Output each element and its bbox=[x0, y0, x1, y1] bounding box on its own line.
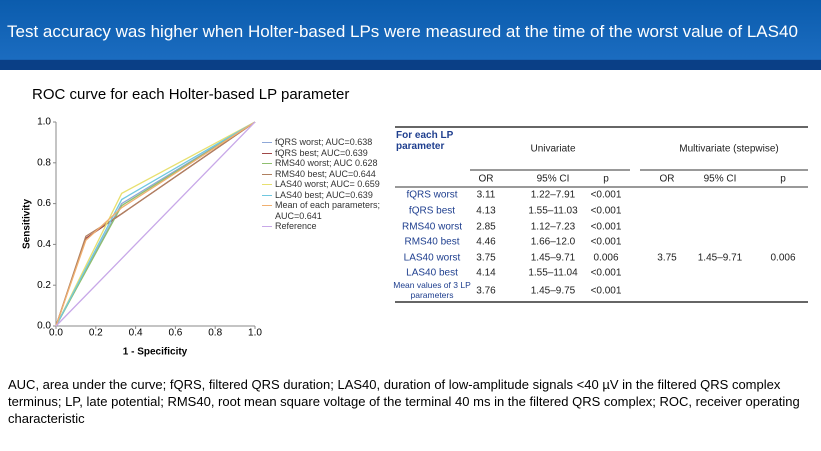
y-tick-label: 0.8 bbox=[37, 157, 51, 168]
table-cell: 1.66–12.0 bbox=[531, 237, 576, 248]
footnote: AUC, area under the curve; fQRS, filtere… bbox=[8, 377, 800, 426]
x-tick-label: 0.6 bbox=[168, 328, 182, 339]
table-cell: 1.45–9.71 bbox=[531, 253, 576, 264]
legend-swatch bbox=[262, 173, 272, 175]
y-axis-label: Sensitivity bbox=[22, 199, 33, 249]
legend-swatch bbox=[262, 152, 272, 154]
y-tick-label: 0.6 bbox=[37, 198, 51, 209]
legend-swatch bbox=[262, 226, 272, 227]
legend-item: fQRS best; AUC=0.639 bbox=[262, 148, 382, 159]
table-cell: <0.001 bbox=[591, 237, 622, 248]
legend-label: fQRS worst; AUC=0.638 bbox=[275, 137, 373, 147]
row-label: Mean values of 3 LP parameters bbox=[393, 280, 471, 300]
table-cell: 2.85 bbox=[476, 222, 496, 233]
table-cell: 4.46 bbox=[476, 237, 496, 248]
x-axis-label: 1 - Specificity bbox=[123, 347, 188, 358]
legend-label: RMS40 best; AUC=0.644 bbox=[275, 168, 376, 179]
legend-label: LAS40 best; AUC=0.639 bbox=[275, 189, 373, 200]
legend-swatch bbox=[262, 184, 272, 185]
table-cell: 3.75 bbox=[476, 253, 496, 264]
legend-label: fQRS best; AUC=0.639 bbox=[275, 147, 368, 158]
table-cell: 1.45–9.75 bbox=[531, 286, 576, 297]
legend-item: LAS40 worst; AUC= 0.659 bbox=[262, 179, 382, 190]
legend-item: RMS40 worst; AUC 0.628 bbox=[262, 158, 382, 169]
legend-label: Mean of each parameters; AUC=0.641 bbox=[275, 200, 381, 221]
legend-item: fQRS worst; AUC=0.638 bbox=[262, 137, 382, 148]
header: Test accuracy was higher when Holter-bas… bbox=[0, 0, 821, 70]
y-tick-label: 0.0 bbox=[37, 321, 51, 332]
roc-line bbox=[55, 121, 256, 327]
table-cell: <0.001 bbox=[591, 268, 622, 279]
table-cell: 1.45–9.71 bbox=[698, 253, 743, 264]
x-tick-label: 1.0 bbox=[248, 328, 262, 339]
y-tick-label: 0.4 bbox=[37, 239, 51, 250]
table-cell: 1.22–7.91 bbox=[531, 190, 576, 201]
table-cell: 3.11 bbox=[477, 190, 496, 201]
roc-line bbox=[55, 121, 256, 327]
column-header: OR bbox=[660, 174, 675, 185]
row-label: fQRS best bbox=[409, 206, 455, 217]
table-cell: <0.001 bbox=[591, 286, 622, 297]
table-cell: 3.76 bbox=[476, 286, 496, 297]
legend-label: LAS40 worst; AUC= 0.659 bbox=[275, 179, 380, 189]
chart-title: ROC curve for each Holter-based LP param… bbox=[32, 86, 350, 103]
legend-label: Reference bbox=[275, 221, 317, 231]
legend-label: RMS40 worst; AUC 0.628 bbox=[275, 158, 378, 168]
x-tick-label: 0.8 bbox=[208, 328, 222, 339]
column-header: p bbox=[780, 174, 786, 185]
x-tick-label: 0.2 bbox=[89, 328, 103, 339]
legend-item: Mean of each parameters; AUC=0.641 bbox=[262, 200, 382, 221]
slide-title: Test accuracy was higher when Holter-bas… bbox=[7, 22, 798, 41]
group-header: Multivariate (stepwise) bbox=[679, 144, 778, 155]
column-header: 95% CI bbox=[704, 174, 737, 185]
row-label: LAS40 worst bbox=[404, 253, 461, 264]
table-cell: 3.75 bbox=[657, 253, 677, 264]
legend-swatch bbox=[262, 205, 272, 206]
column-header: p bbox=[603, 174, 609, 185]
table-cell: 0.006 bbox=[593, 253, 618, 264]
table-cell: 1.55–11.03 bbox=[528, 206, 578, 217]
column-header: OR bbox=[479, 174, 494, 185]
legend-item: RMS40 best; AUC=0.644 bbox=[262, 169, 382, 180]
legend-swatch bbox=[262, 194, 272, 196]
table-cell: 4.13 bbox=[476, 206, 496, 217]
table-cell: 0.006 bbox=[770, 253, 795, 264]
table-corner-box: For each LP parameter bbox=[396, 130, 454, 152]
roc-line bbox=[55, 121, 256, 327]
row-label-box: Mean values of 3 LP parameters bbox=[393, 280, 471, 300]
legend-swatch bbox=[262, 163, 272, 164]
row-label: fQRS worst bbox=[406, 190, 457, 201]
table-cell: 1.55–11.04 bbox=[528, 268, 578, 279]
roc-line bbox=[55, 121, 256, 327]
row-label: LAS40 best bbox=[406, 268, 458, 279]
legend-item: LAS40 best; AUC=0.639 bbox=[262, 190, 382, 201]
table-cell: 1.12–7.23 bbox=[531, 222, 576, 233]
table-cell: <0.001 bbox=[591, 206, 622, 217]
row-label: RMS40 best bbox=[404, 237, 459, 248]
table-cell: 4.14 bbox=[476, 268, 496, 279]
x-tick-label: 0.0 bbox=[49, 328, 63, 339]
table-corner: For each LP parameter bbox=[396, 130, 454, 152]
group-header: Univariate bbox=[530, 144, 575, 155]
y-tick-label: 1.0 bbox=[37, 117, 51, 128]
legend: fQRS worst; AUC=0.638 fQRS best; AUC=0.63… bbox=[262, 137, 382, 232]
table-cell: <0.001 bbox=[591, 190, 622, 201]
table-cell: <0.001 bbox=[591, 222, 622, 233]
legend-swatch bbox=[262, 142, 272, 143]
roc-line bbox=[55, 121, 256, 327]
y-tick-label: 0.2 bbox=[37, 280, 51, 291]
legend-item: Reference bbox=[262, 221, 382, 232]
row-label: RMS40 worst bbox=[402, 222, 462, 233]
x-tick-label: 0.4 bbox=[129, 328, 143, 339]
column-header: 95% CI bbox=[537, 174, 570, 185]
